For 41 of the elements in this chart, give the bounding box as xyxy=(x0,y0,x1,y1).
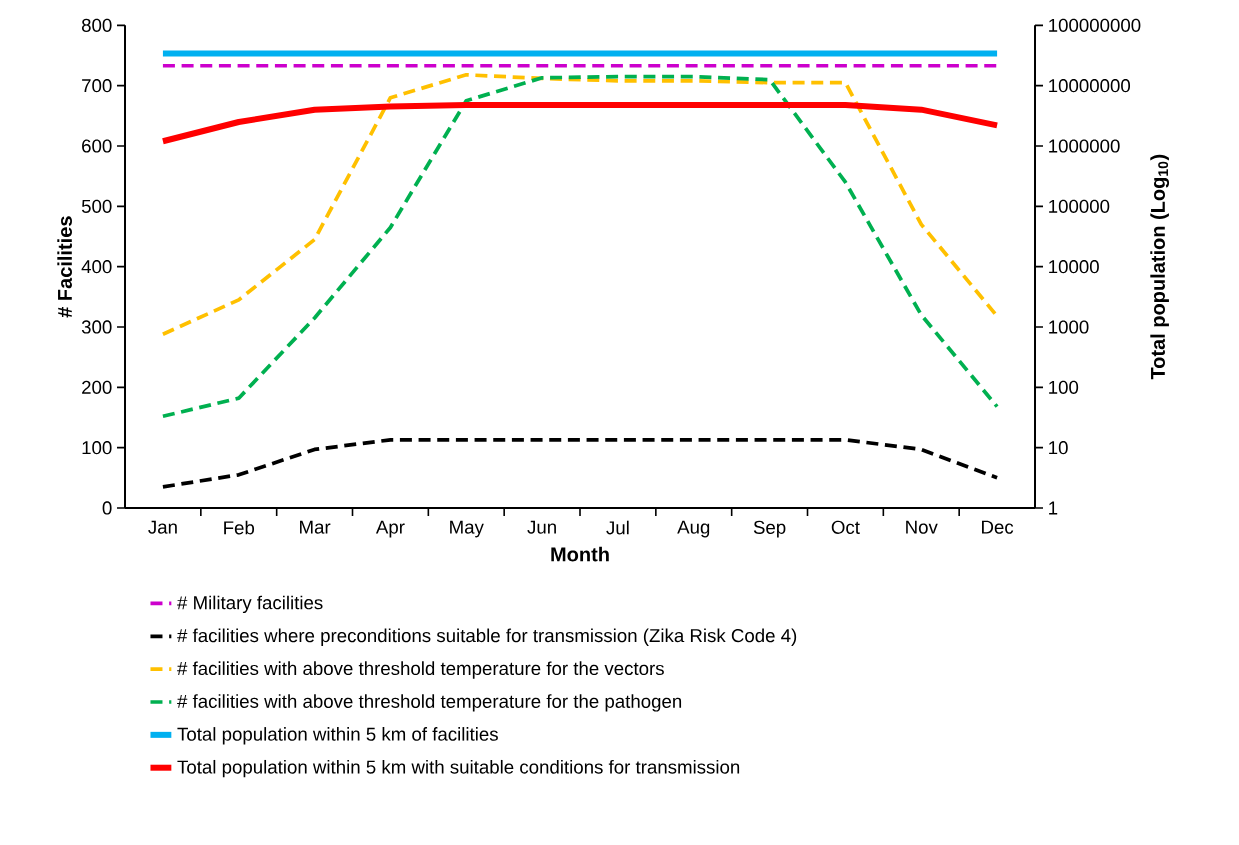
y2-tick-label: 1000000 xyxy=(1049,139,1120,153)
y-tick-label: 0 xyxy=(102,501,112,515)
legend-label: # facilities with above threshold temperature for the pathogen xyxy=(177,694,682,712)
x-tick-label: Nov xyxy=(906,520,938,534)
x-axis-title: Month xyxy=(551,546,609,562)
y-tick-label: 300 xyxy=(81,320,112,334)
y-tick-label: 800 xyxy=(81,18,112,32)
y-tick-label: 700 xyxy=(82,79,112,93)
line-series xyxy=(161,74,999,419)
x-tick-label: Sep xyxy=(753,520,786,538)
legend-label: Total population within 5 km with suitable conditions for transmission xyxy=(177,759,740,778)
y2-tick-label: 100 xyxy=(1049,380,1079,394)
x-tick-label: Jul xyxy=(606,520,629,535)
y2-tick-label: 10000000 xyxy=(1049,79,1131,93)
x-tick-label: Mar xyxy=(300,520,331,534)
y2-tick-label: 10 xyxy=(1049,441,1068,455)
y2-tick-label: 1000 xyxy=(1049,320,1089,334)
legend-label: # facilities where preconditions suitable for transmission (Zika Risk Code 4) xyxy=(177,628,797,646)
x-tick-label: Feb xyxy=(224,520,255,535)
y-axis-title: # Facilities xyxy=(57,216,72,318)
legend-label: # facilities with above threshold temperature for the vectors xyxy=(177,661,664,679)
y2-axis-title: Total population (Log$_{10}$) xyxy=(1150,154,1170,380)
x-tick-label: Aug xyxy=(677,520,710,538)
y-tick-label: 500 xyxy=(81,199,112,213)
y2-tick-label: 10000 xyxy=(1049,260,1099,274)
legend-label: Total population within 5 km of facilities xyxy=(177,727,498,745)
y2-tick-label: 1 xyxy=(1049,501,1058,515)
x-tick-label: Jan xyxy=(148,520,177,534)
y2-tick-label: 100000000 xyxy=(1049,18,1141,32)
x-tick-label: Apr xyxy=(375,520,405,538)
x-tick-label: Dec xyxy=(982,520,1014,534)
y-tick-label: 600 xyxy=(82,139,112,153)
line-series xyxy=(161,72,999,337)
y-tick-label: 200 xyxy=(82,380,112,394)
y-tick-label: 100 xyxy=(82,441,112,455)
y-tick-label: 400 xyxy=(81,260,112,274)
x-tick-label: Oct xyxy=(831,520,860,534)
legend-label: # Military facilities xyxy=(177,595,323,614)
x-tick-label: May xyxy=(450,520,484,538)
x-tick-label: Jun xyxy=(527,520,556,534)
y2-tick-label: 100000 xyxy=(1049,199,1110,213)
